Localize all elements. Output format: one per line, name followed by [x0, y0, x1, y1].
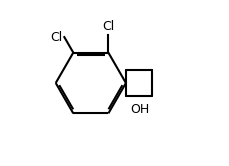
Text: Cl: Cl: [50, 31, 63, 43]
Text: OH: OH: [130, 103, 149, 116]
Text: Cl: Cl: [102, 20, 114, 33]
